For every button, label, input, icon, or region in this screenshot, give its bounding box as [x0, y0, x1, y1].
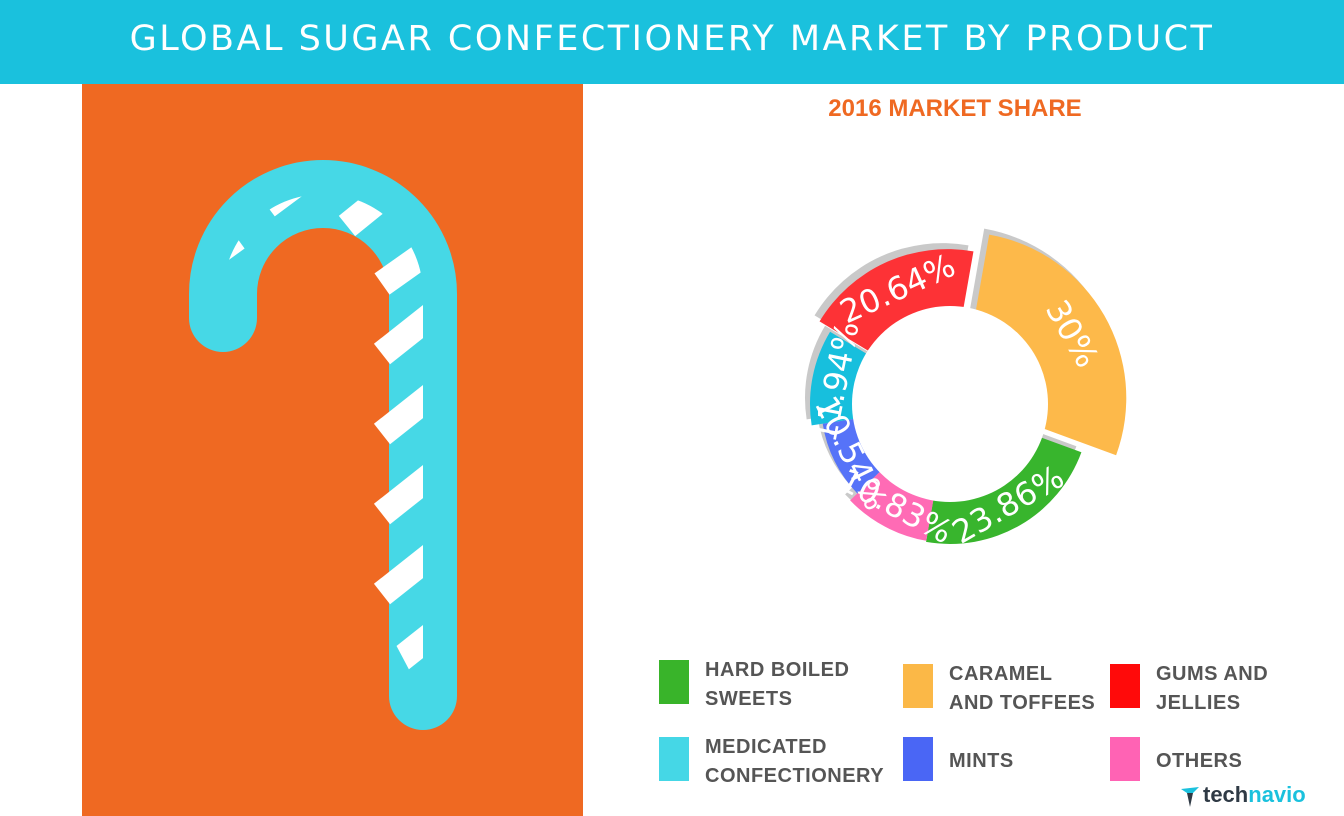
page-title: GLOBAL SUGAR CONFECTIONERY MARKET BY PRO…: [129, 19, 1215, 59]
donut-chart: 30%23.86%10.83%10.54%11.94%20.64%: [805, 228, 1127, 551]
legend-swatch: [1110, 664, 1140, 708]
donut-slice: [974, 234, 1127, 456]
candy-cane-icon: [189, 160, 457, 730]
legend-label: OTHERS: [1156, 750, 1243, 772]
legend-swatch: [903, 737, 933, 781]
legend-label: CARAMEL AND TOFFEES: [949, 663, 1096, 714]
technavio-logo-icon: [1181, 787, 1199, 807]
legend-swatch: [903, 664, 933, 708]
header-bar: GLOBAL SUGAR CONFECTIONERY MARKET BY PRO…: [0, 0, 1344, 84]
illustration-panel: [82, 84, 583, 816]
legend-swatch: [659, 660, 689, 704]
donut-slice: [926, 431, 1082, 544]
brand-name: technavio: [1203, 782, 1306, 807]
legend-swatch: [1110, 737, 1140, 781]
legend-label: HARD BOILED SWEETS: [705, 659, 850, 710]
legend-swatch: [659, 737, 689, 781]
donut-hole: [852, 306, 1048, 502]
legend-label: MINTS: [949, 750, 1014, 772]
legend-label: MEDICATED CONFECTIONERY: [705, 736, 885, 787]
donut-slice: [819, 249, 974, 358]
chart-subtitle: 2016 MARKET SHARE: [828, 95, 1082, 122]
legend-label: GUMS AND JELLIES: [1156, 663, 1269, 714]
